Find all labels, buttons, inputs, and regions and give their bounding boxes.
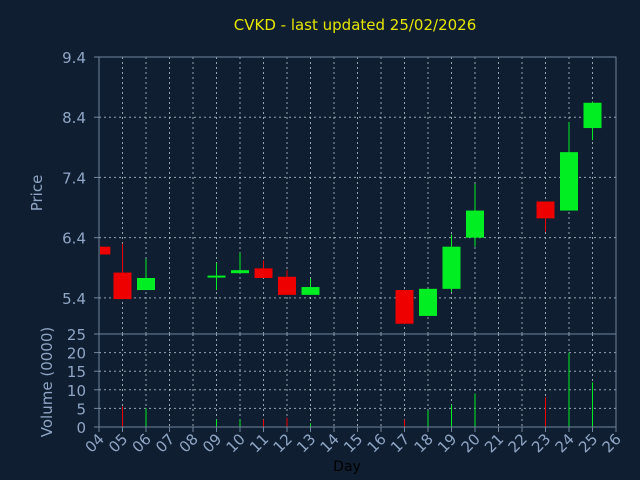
price-tick-label: 9.4 bbox=[62, 49, 86, 67]
chart-title: CVKD - last updated 25/02/2026 bbox=[234, 16, 477, 34]
price-y-ticks: 9.4 8.4 7.4 6.4 5.4 bbox=[62, 49, 99, 308]
candle-body-up bbox=[583, 102, 602, 129]
volume-axis-label: Volume (0000) bbox=[38, 327, 56, 437]
volume-tick-label: 15 bbox=[67, 363, 86, 381]
volume-tick-label: 0 bbox=[76, 419, 86, 437]
price-tick-label: 7.4 bbox=[62, 169, 86, 187]
candle-body-down bbox=[100, 246, 111, 255]
candle-body-down bbox=[278, 276, 296, 295]
price-marks bbox=[100, 101, 602, 324]
price-tick-label: 5.4 bbox=[62, 290, 86, 308]
candle-body-up bbox=[231, 270, 249, 274]
candle-body-down bbox=[113, 272, 132, 300]
candle-body-down bbox=[254, 268, 273, 278]
candle-body-up bbox=[560, 152, 578, 211]
price-tick-label: 6.4 bbox=[62, 230, 86, 248]
candle-body-up bbox=[442, 246, 461, 289]
volume-marks bbox=[122, 352, 593, 427]
volume-grid bbox=[99, 334, 616, 427]
volume-tick-label: 20 bbox=[67, 345, 86, 363]
candle-body-down bbox=[395, 290, 414, 324]
candle-body-up bbox=[137, 277, 155, 291]
price-grid bbox=[99, 56, 616, 334]
volume-tick-label: 25 bbox=[67, 326, 86, 344]
candle-body-up bbox=[207, 275, 226, 278]
candle-body-up bbox=[466, 210, 484, 238]
x-axis-label: Day bbox=[333, 459, 361, 475]
price-axis-label: Price bbox=[28, 175, 46, 212]
candle-body-up bbox=[301, 287, 320, 295]
candle-body-down bbox=[536, 201, 555, 219]
volume-tick-label: 10 bbox=[67, 382, 86, 400]
volume-tick-label: 5 bbox=[76, 400, 86, 418]
candle-body-up bbox=[419, 288, 437, 316]
price-tick-label: 8.4 bbox=[62, 109, 86, 127]
